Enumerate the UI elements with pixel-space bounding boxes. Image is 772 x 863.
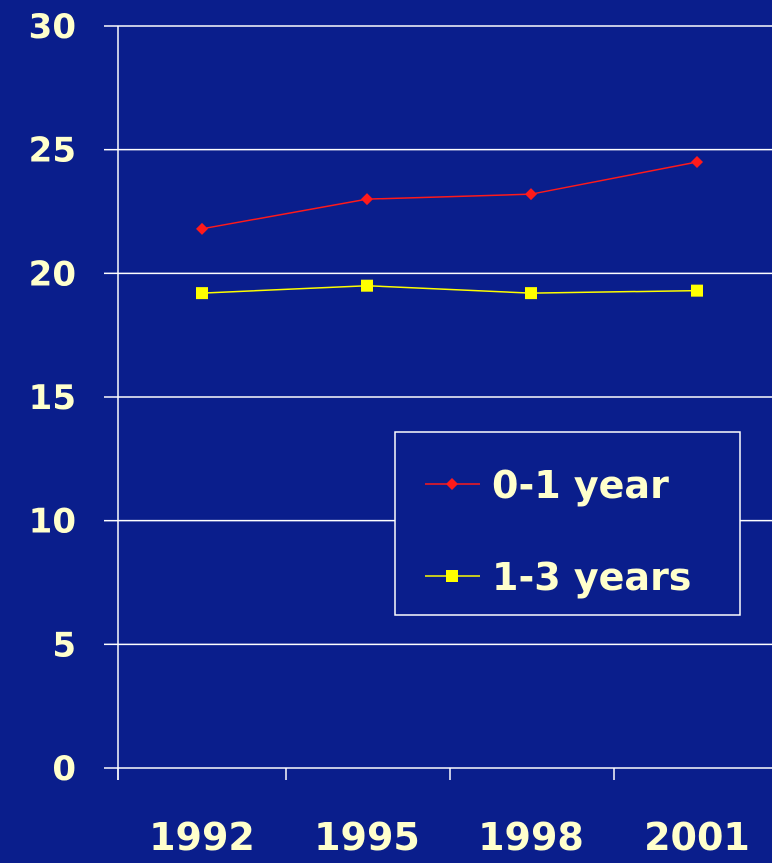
data-point (691, 284, 703, 297)
legend-label: 0-1 year (492, 463, 669, 507)
legend-box (394, 431, 741, 616)
y-tick-label: 10 (29, 502, 76, 542)
legend: 0-1 year 1-3 years (394, 431, 741, 616)
gridlines (118, 25, 772, 646)
legend-label: 1-3 years (492, 555, 691, 599)
y-tick-label: 0 (52, 749, 76, 789)
y-tick-label: 5 (52, 625, 76, 665)
data-point (196, 222, 208, 235)
series-line (201, 284, 698, 294)
axes: 0 5 10 15 20 25 30 1992 1995 1998 2001 (29, 7, 772, 859)
data-point (361, 279, 373, 292)
data-point (525, 188, 537, 201)
y-tick-label: 20 (29, 254, 76, 294)
data-point (691, 156, 703, 169)
x-tick-label: 1992 (149, 815, 255, 859)
data-point (361, 193, 373, 206)
x-tick-label: 1995 (314, 815, 420, 859)
series-line (201, 161, 698, 230)
series-yellow (196, 279, 703, 300)
y-tick-label: 30 (29, 7, 76, 47)
data-point (196, 287, 208, 300)
legend-marker (446, 478, 458, 490)
data-point (525, 287, 537, 300)
series (196, 156, 703, 300)
y-tick-label: 25 (29, 131, 76, 171)
legend-marker (446, 570, 458, 582)
x-tick-label: 2001 (644, 815, 750, 859)
x-tick-label: 1998 (478, 815, 584, 859)
series-red (196, 156, 703, 235)
y-tick-label: 15 (29, 378, 76, 418)
